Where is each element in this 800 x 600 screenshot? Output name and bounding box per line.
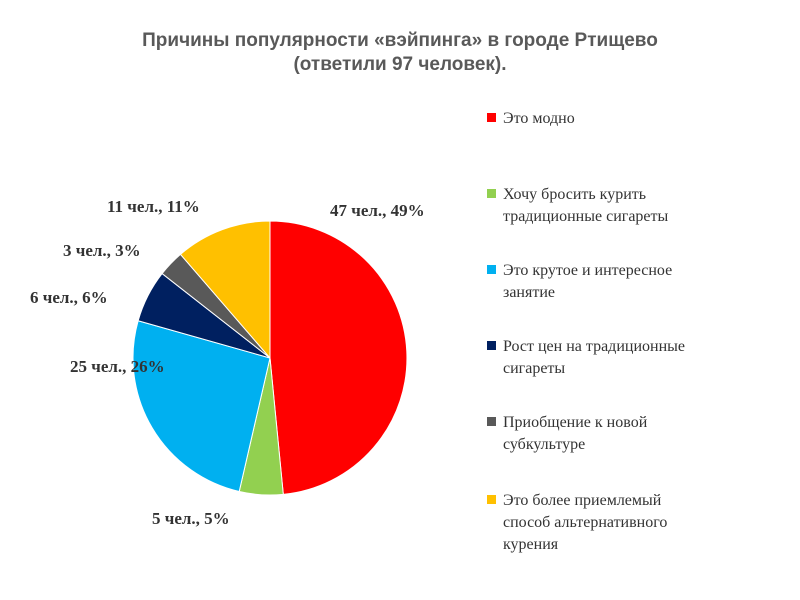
legend-swatch [487, 341, 496, 350]
legend-swatch [487, 495, 496, 504]
legend-swatch [487, 265, 496, 274]
pie-slice-3 [132, 320, 271, 493]
data-label-2: 5 чел., 5% [152, 509, 230, 528]
chart-title-line-1: Причины популярности «вэйпинга» в городе… [142, 30, 658, 51]
data-label-1: 47 чел., 49% [330, 201, 425, 220]
legend-label: Это более приемлемый способ альтернативно… [503, 490, 783, 556]
data-label-3: 25 чел., 26% [70, 357, 165, 376]
legend-label-line: Это более приемлемый [503, 492, 662, 509]
legend-label: Это модно [503, 108, 783, 130]
pie-slice-1 [269, 220, 408, 495]
legend-swatch [487, 113, 496, 122]
legend-label: Приобщение к новой субкультуре [503, 412, 783, 456]
legend-label-line: курения [503, 536, 559, 553]
legend-label-line: Это модно [503, 110, 575, 127]
pie-slice-6 [179, 220, 271, 360]
legend-label: Это крутое и интересное занятие [503, 260, 783, 304]
data-label-4: 6 чел., 6% [30, 288, 108, 307]
legend-label-line: Рост цен на традиционные [503, 338, 685, 355]
legend-label-line: Это крутое и интересное [503, 262, 673, 279]
legend-label-line: занятие [503, 284, 555, 301]
legend-label: Хочу бросить курить традиционные сигареты [503, 184, 783, 228]
legend-label-line: способ альтернативного [503, 514, 668, 531]
data-label-6: 11 чел., 11% [107, 197, 200, 216]
legend-swatch [487, 417, 496, 426]
legend-label: Рост цен на традиционные сигареты [503, 336, 783, 380]
legend-swatch [487, 189, 496, 198]
legend-label-line: сигареты [503, 360, 566, 377]
legend-label-line: субкультуре [503, 436, 586, 453]
legend-label-line: Хочу бросить курить [503, 186, 647, 203]
data-label-5: 3 чел., 3% [63, 241, 141, 260]
legend-label-line: традиционные сигареты [503, 208, 669, 225]
legend-label-line: Приобщение к новой [503, 414, 648, 431]
chart-title-line-2: (ответили 97 человек). [293, 54, 507, 75]
